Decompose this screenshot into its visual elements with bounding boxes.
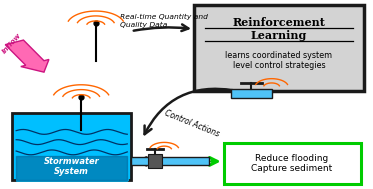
FancyBboxPatch shape [194,5,364,91]
Text: Control Actions: Control Actions [163,108,221,139]
Text: Inflow: Inflow [1,32,23,55]
Text: Stormwater
System: Stormwater System [44,157,100,177]
Bar [148,154,162,168]
Bar [131,157,209,166]
FancyBboxPatch shape [13,113,131,180]
Text: Reinforcement: Reinforcement [233,17,326,28]
Text: learns coordinated system
level control strategies: learns coordinated system level control … [226,51,333,70]
FancyArrow shape [5,40,49,72]
Text: Learning: Learning [251,30,307,41]
Text: Reduce flooding
Capture sediment: Reduce flooding Capture sediment [251,154,333,173]
FancyBboxPatch shape [223,143,360,184]
Text: Real-time Quantity and
Quality Data: Real-time Quantity and Quality Data [120,14,208,28]
Bar [231,89,272,98]
